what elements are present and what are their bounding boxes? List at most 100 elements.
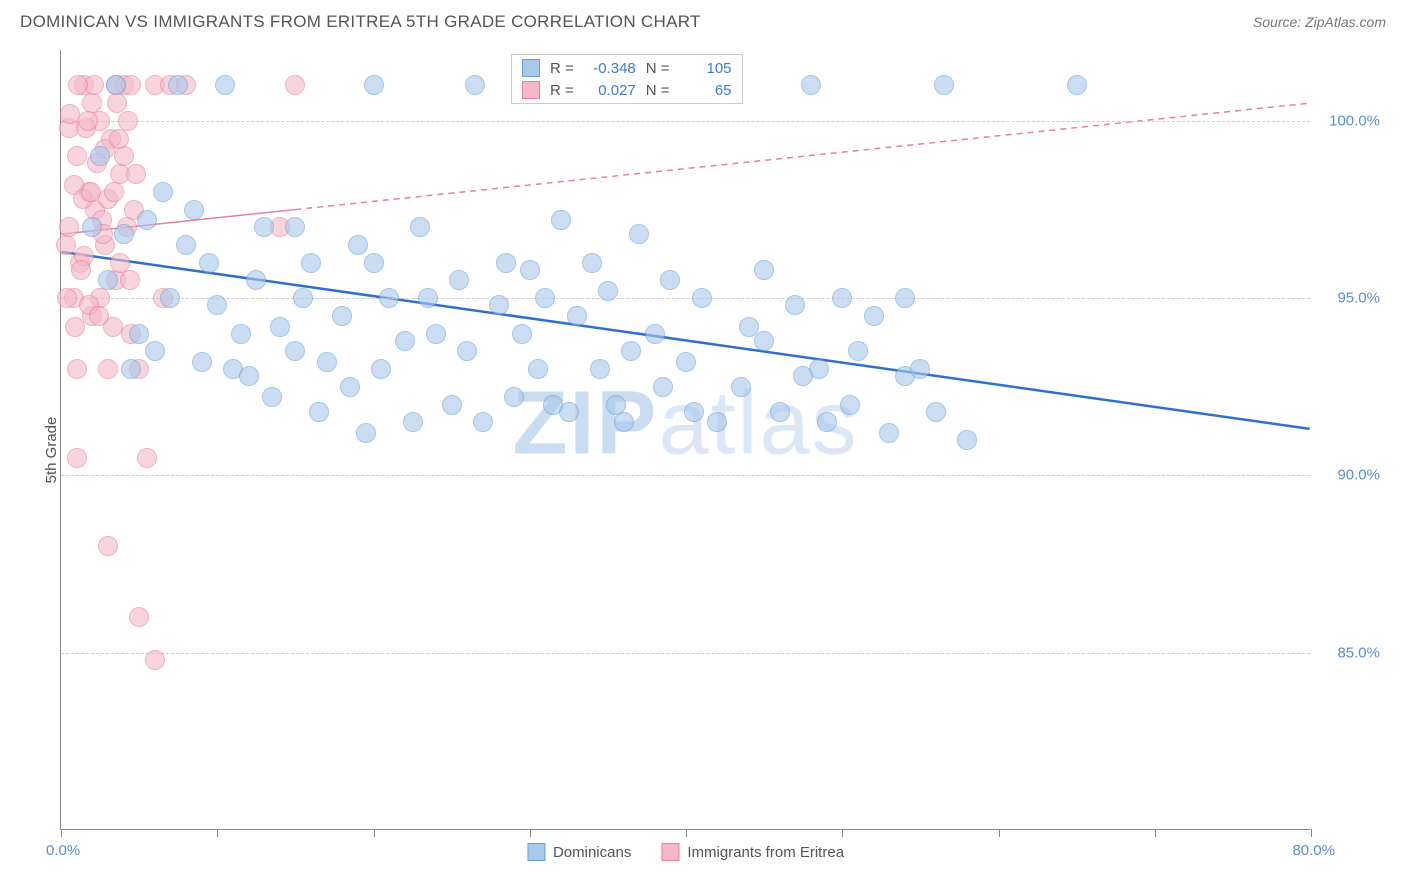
x-tick xyxy=(999,829,1000,837)
scatter-point xyxy=(457,341,477,361)
scatter-point xyxy=(184,200,204,220)
chart-title: DOMINICAN VS IMMIGRANTS FROM ERITREA 5TH… xyxy=(20,12,701,32)
scatter-point xyxy=(840,395,860,415)
scatter-point xyxy=(89,306,109,326)
scatter-point xyxy=(106,75,126,95)
scatter-point xyxy=(496,253,516,273)
swatch-icon xyxy=(522,81,540,99)
scatter-point xyxy=(910,359,930,379)
scatter-point xyxy=(301,253,321,273)
scatter-point xyxy=(262,387,282,407)
scatter-point xyxy=(270,317,290,337)
scatter-point xyxy=(285,217,305,237)
scatter-point xyxy=(449,270,469,290)
scatter-point xyxy=(489,295,509,315)
scatter-point xyxy=(231,324,251,344)
scatter-point xyxy=(551,210,571,230)
scatter-point xyxy=(957,430,977,450)
scatter-point xyxy=(754,331,774,351)
scatter-point xyxy=(785,295,805,315)
swatch-icon xyxy=(522,59,540,77)
stat-label: N = xyxy=(646,82,670,99)
stat-r-value: -0.348 xyxy=(584,60,636,77)
scatter-point xyxy=(535,288,555,308)
scatter-point xyxy=(364,253,384,273)
swatch-icon xyxy=(661,843,679,861)
legend-item: Immigrants from Eritrea xyxy=(661,843,844,861)
scatter-point xyxy=(82,217,102,237)
trend-lines xyxy=(61,50,1310,829)
gridline xyxy=(61,475,1310,476)
scatter-point xyxy=(120,270,140,290)
scatter-point xyxy=(879,423,899,443)
y-tick-label: 100.0% xyxy=(1320,112,1380,129)
scatter-point xyxy=(348,235,368,255)
scatter-point xyxy=(145,341,165,361)
scatter-point xyxy=(371,359,391,379)
y-tick-label: 95.0% xyxy=(1320,290,1380,307)
scatter-point xyxy=(285,341,305,361)
scatter-point xyxy=(645,324,665,344)
x-tick xyxy=(530,829,531,837)
x-tick-label-first: 0.0% xyxy=(46,842,80,859)
gridline xyxy=(61,121,1310,122)
scatter-point xyxy=(118,111,138,131)
scatter-point xyxy=(199,253,219,273)
scatter-point xyxy=(754,260,774,280)
legend-label: Dominicans xyxy=(553,844,631,861)
scatter-point xyxy=(793,366,813,386)
scatter-point xyxy=(90,146,110,166)
watermark: ZIPatlas xyxy=(512,372,858,475)
scatter-point xyxy=(364,75,384,95)
scatter-point xyxy=(629,224,649,244)
scatter-point xyxy=(207,295,227,315)
y-tick-label: 85.0% xyxy=(1320,644,1380,661)
scatter-point xyxy=(676,352,696,372)
scatter-point xyxy=(129,324,149,344)
scatter-point xyxy=(465,75,485,95)
scatter-point xyxy=(410,217,430,237)
x-tick-label-last: 80.0% xyxy=(1292,842,1335,859)
scatter-point xyxy=(770,402,790,422)
legend: Dominicans Immigrants from Eritrea xyxy=(527,843,844,861)
stat-n-value: 65 xyxy=(680,82,732,99)
stats-row: R =0.027N =65 xyxy=(522,79,732,101)
scatter-point xyxy=(109,129,129,149)
scatter-point xyxy=(78,111,98,131)
scatter-point xyxy=(239,366,259,386)
scatter-point xyxy=(67,448,87,468)
scatter-point xyxy=(192,352,212,372)
scatter-point xyxy=(395,331,415,351)
scatter-point xyxy=(71,260,91,280)
scatter-point xyxy=(653,377,673,397)
legend-label: Immigrants from Eritrea xyxy=(687,844,844,861)
scatter-point xyxy=(621,341,641,361)
scatter-point xyxy=(473,412,493,432)
scatter-point xyxy=(520,260,540,280)
source-label: Source: ZipAtlas.com xyxy=(1253,14,1386,30)
stat-label: R = xyxy=(550,82,574,99)
swatch-icon xyxy=(527,843,545,861)
stat-label: R = xyxy=(550,60,574,77)
scatter-point xyxy=(356,423,376,443)
scatter-point xyxy=(817,412,837,432)
scatter-point xyxy=(512,324,532,344)
scatter-point xyxy=(442,395,462,415)
scatter-point xyxy=(590,359,610,379)
x-tick xyxy=(686,829,687,837)
scatter-point xyxy=(215,75,235,95)
scatter-point xyxy=(731,377,751,397)
scatter-point xyxy=(65,317,85,337)
scatter-point xyxy=(98,270,118,290)
scatter-point xyxy=(426,324,446,344)
scatter-point xyxy=(107,93,127,113)
stat-n-value: 105 xyxy=(680,60,732,77)
scatter-point xyxy=(848,341,868,361)
scatter-point xyxy=(129,607,149,627)
scatter-point xyxy=(57,288,77,308)
legend-item: Dominicans xyxy=(527,843,631,861)
x-tick xyxy=(842,829,843,837)
scatter-point xyxy=(543,395,563,415)
stats-row: R =-0.348N =105 xyxy=(522,57,732,79)
x-tick xyxy=(1311,829,1312,837)
